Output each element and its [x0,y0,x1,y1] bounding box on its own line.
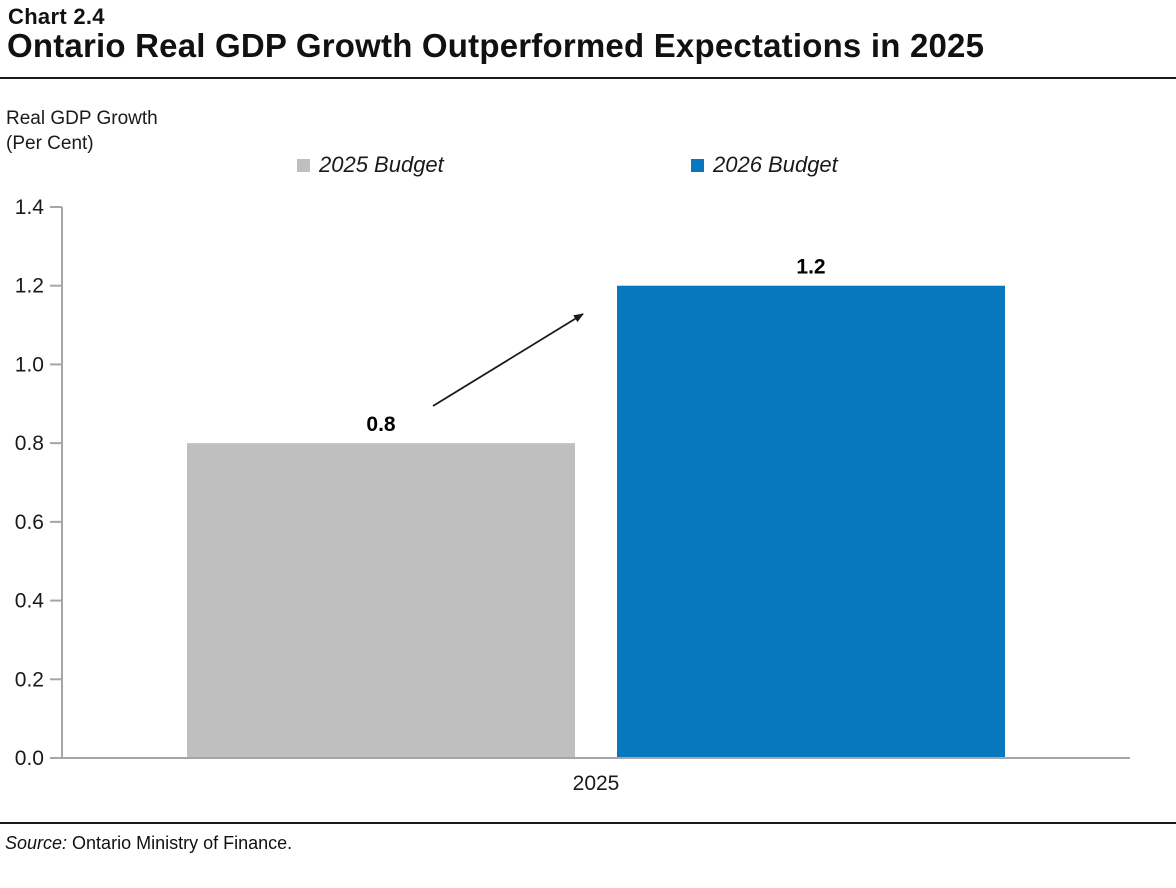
footer-divider [0,822,1176,824]
y-axis-title: Real GDP Growth (Per Cent) [6,106,158,156]
y-tick-label: 0.2 [15,668,44,691]
bar-2026-budget [617,285,1005,758]
x-category-label: 2025 [573,772,620,795]
legend-marker-2026-budget [691,158,704,172]
legend-label-2026-budget: 2026 Budget [713,152,838,177]
bar-2025-budget [187,443,575,758]
legend-item-2026-budget: 2026 Budget [691,152,838,177]
chart-number: Chart 2.4 [8,4,105,29]
legend-marker-2025-budget [297,158,310,172]
chart-title: Ontario Real GDP Growth Outperformed Exp… [7,27,985,64]
y-tick-label: 0.4 [15,590,45,613]
y-axis-title-line1: Real GDP Growth [6,108,158,129]
y-tick-label: 0.6 [15,511,44,534]
bar-value-label-2025-budget: 0.8 [366,413,396,436]
y-axis-title-line2: (Per Cent) [6,133,94,154]
increase-arrow [432,313,584,407]
y-tick-label: 0.0 [15,747,44,770]
y-tick-label: 1.2 [15,275,44,298]
source-text: Ontario Ministry of Finance. [72,833,293,853]
source-label: Source: [5,833,68,853]
title-divider [0,77,1176,79]
legend-item-2025-budget: 2025 Budget [297,152,444,177]
bar-value-label-2026-budget: 1.2 [796,256,825,279]
y-tick-label: 0.8 [15,432,44,455]
y-tick-label: 1.0 [15,353,44,376]
source-note: Source: Ontario Ministry of Finance. [5,833,292,854]
legend-label-2025-budget: 2025 Budget [319,152,444,177]
bar-chart: 0.0 0.2 0.4 0.6 0.8 1.0 1.2 1.4 0.8 1.2 2025 [15,196,1130,795]
y-tick-label: 1.4 [15,196,45,219]
